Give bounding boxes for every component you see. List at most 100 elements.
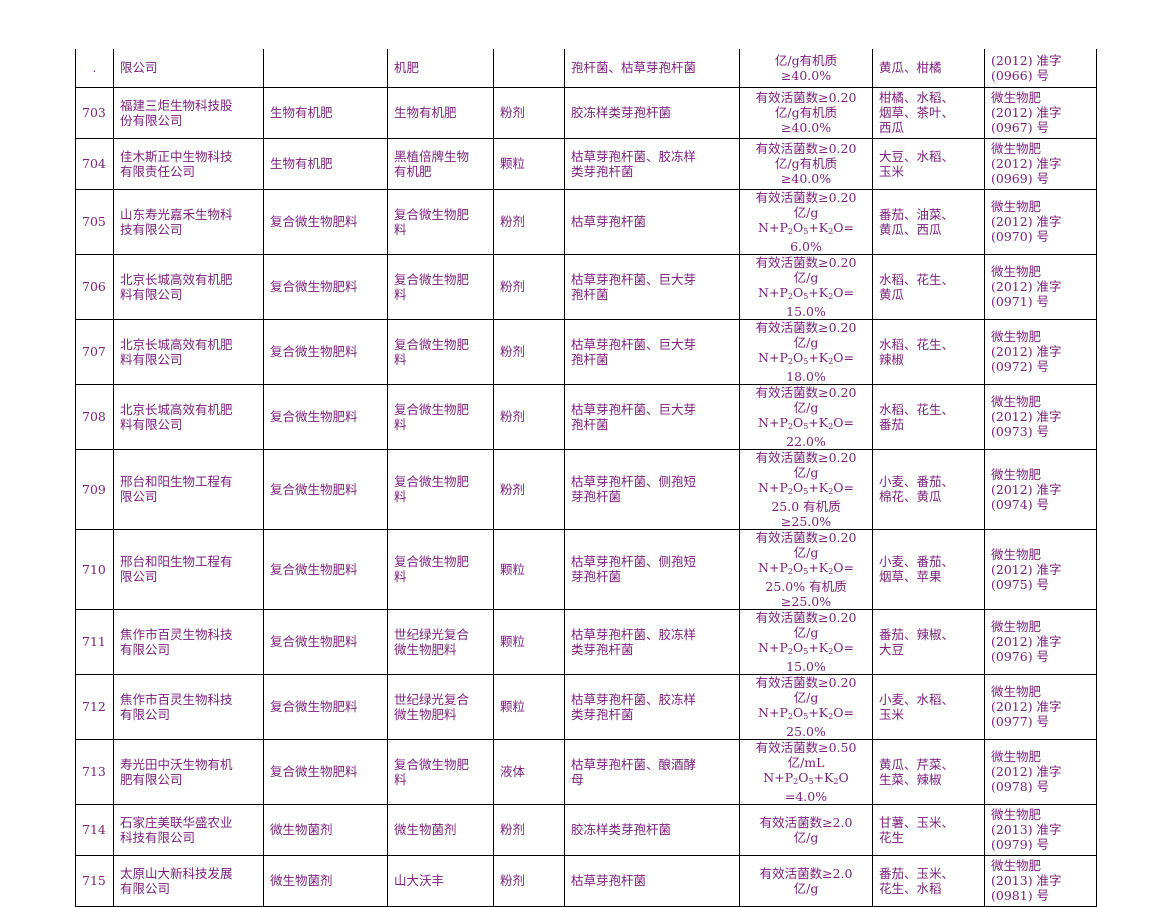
product-form-cell	[493, 49, 565, 88]
strain-name-cell: 枯草芽孢杆菌、侧孢短 芽孢杆菌	[564, 448, 740, 530]
company-name: 焦作市百灵生物科技 有限公司	[120, 626, 233, 657]
product-category: 生物有机肥	[270, 156, 333, 171]
registration-number: 微生物肥 (2012) 准字 (0974) 号	[991, 466, 1062, 512]
product-form-cell: 粉剂	[493, 383, 565, 450]
product-name: 复合微生物肥 料	[394, 474, 470, 504]
product-name-cell: 复合微生物肥 料	[387, 528, 494, 610]
technical-standard-cell: 有效活菌数≥0.20 亿/g N+P2O5+K2O= 25.0%	[739, 673, 873, 740]
product-category: 复合微生物肥料	[270, 699, 358, 714]
table-row: 712 焦作市百灵生物科技 有限公司 复合微生物肥料 世纪绿光复合 微生物肥料 颗粒 枯草…	[75, 673, 1097, 740]
registration-number: 微生物肥 (2013) 准字 (0979) 号	[991, 807, 1062, 852]
company-name: 山东寿光嘉禾生物科 技有限公司	[120, 206, 233, 237]
applicable-crops: 小麦、番茄、 烟草、苹果	[879, 554, 955, 584]
technical-standard-cell: 有效活菌数≥0.50 亿/mL N+P2O5+K2O =4.0%	[739, 738, 873, 805]
strain-name: 枯草芽孢杆菌、胶冻样 类芽孢杆菌	[571, 148, 697, 179]
applicable-crops: 番茄、辣椒、 大豆	[879, 626, 955, 657]
product-form-cell: 液体	[493, 738, 565, 805]
company-name: 寿光田中沃生物有机 肥有限公司	[120, 756, 233, 787]
technical-standard-cell: 有效活菌数≥0.20 亿/g有机质 ≥40.0%	[739, 86, 873, 139]
technical-standard: 有效活菌数≥0.50 亿/mL N+P2O5+K2O =4.0%	[755, 739, 857, 804]
product-name-cell: 复合微生物肥 料	[387, 188, 494, 255]
registration-number: 微生物肥 (2012) 准字 (0971) 号	[991, 264, 1062, 309]
strain-name: 枯草芽孢杆菌、巨大芽 孢杆菌	[571, 336, 697, 367]
strain-name-cell: 枯草芽孢杆菌、胶冻样 类芽孢杆菌	[564, 608, 740, 675]
row-number: 709	[82, 481, 106, 497]
technical-standard: 有效活菌数≥0.20 亿/g N+P2O5+K2O= 15.0%	[755, 254, 857, 319]
row-number: 712	[82, 699, 106, 714]
row-number: 713	[82, 764, 106, 779]
registration-number-cell: 微生物肥 (2012) 准字 (0971) 号	[984, 253, 1097, 320]
product-name: 黑植倍牌生物 有机肥	[394, 148, 470, 179]
company-name: 邢台和阳生物工程有 限公司	[120, 554, 233, 584]
row-number: 706	[82, 279, 106, 294]
applicable-crops-cell: 番茄、玉米、 花生、水稻	[872, 854, 985, 907]
product-form-cell: 颗粒	[493, 608, 565, 675]
registration-number: 微生物肥 (2012) 准字 (0977) 号	[991, 684, 1062, 729]
company-name: 太原山大新科技发展 有限公司	[120, 865, 233, 896]
strain-name-cell: 枯草芽孢杆菌	[564, 854, 740, 907]
technical-standard: 有效活菌数≥0.20 亿/g有机质 ≥40.0%	[755, 90, 857, 135]
company-name-cell: 邢台和阳生物工程有 限公司	[113, 528, 264, 610]
product-form: 粉剂	[500, 409, 526, 424]
company-name: 限公司	[120, 60, 158, 76]
applicable-crops-cell: 水稻、花生、 黄瓜	[872, 253, 985, 320]
strain-name: 枯草芽孢杆菌、巨大芽 孢杆菌	[571, 401, 697, 432]
applicable-crops-cell: 大豆、水稻、 玉米	[872, 137, 985, 190]
company-name-cell: 焦作市百灵生物科技 有限公司	[113, 608, 264, 675]
product-name: 复合微生物肥 料	[394, 756, 470, 787]
technical-standard-cell: 有效活菌数≥0.20 亿/g有机质 ≥40.0%	[739, 137, 873, 190]
company-name-cell: 邢台和阳生物工程有 限公司	[113, 448, 264, 530]
row-number: 711	[82, 634, 106, 649]
product-category-cell: 复合微生物肥料	[263, 608, 388, 675]
registration-number: 微生物肥 (2012) 准字 (0973) 号	[991, 394, 1062, 439]
table-row: 704 佳木斯正中生物科技 有限责任公司 生物有机肥 黑植倍牌生物 有机肥 颗粒 枯草芽孢…	[75, 137, 1097, 190]
registration-number-cell: 微生物肥 (2013) 准字 (0979) 号	[984, 803, 1097, 856]
technical-standard-cell: 有效活菌数≥2.0 亿/g	[739, 803, 873, 856]
company-name: 焦作市百灵生物科技 有限公司	[120, 691, 233, 722]
registration-number: 微生物肥 (2012) 准字 (0969) 号	[991, 141, 1062, 186]
row-number-cell: 714	[75, 803, 114, 856]
product-form-cell: 粉剂	[493, 188, 565, 255]
registration-number-cell: 微生物肥 (2012) 准字 (0972) 号	[984, 318, 1097, 385]
product-category-cell: 复合微生物肥料	[263, 253, 388, 320]
applicable-crops: 小麦、水稻、 玉米	[879, 691, 955, 722]
product-form: 粉剂	[500, 344, 526, 359]
product-name: 复合微生物肥 料	[394, 206, 470, 237]
registration-number: 微生物肥 (2012) 准字 (0967) 号	[991, 90, 1062, 135]
technical-standard: 有效活菌数≥0.20 亿/g N+P2O5+K2O= 25.0%	[755, 674, 857, 739]
company-name-cell: 石家庄美联华盛农业 科技有限公司	[113, 803, 264, 856]
product-category: 微生物菌剂	[270, 822, 333, 837]
applicable-crops-cell: 番茄、辣椒、 大豆	[872, 608, 985, 675]
company-name: 福建三炬生物科技股 份有限公司	[120, 97, 233, 128]
registration-number-cell: 微生物肥 (2012) 准字 (0974) 号	[984, 448, 1097, 530]
product-form: 颗粒	[500, 561, 526, 577]
product-form: 液体	[500, 764, 526, 779]
technical-standard-cell: 有效活菌数≥0.20 亿/g N+P2O5+K2O= 15.0%	[739, 253, 873, 320]
product-category: 复合微生物肥料	[270, 344, 358, 359]
product-form: 颗粒	[500, 156, 526, 171]
product-form: 粉剂	[500, 279, 526, 294]
technical-standard-cell: 有效活菌数≥0.20 亿/g N+P2O5+K2O= 15.0%	[739, 608, 873, 675]
product-form-cell: 颗粒	[493, 673, 565, 740]
product-form: 粉剂	[500, 481, 526, 497]
product-category-cell: 生物有机肥	[263, 137, 388, 190]
product-category-cell: 复合微生物肥料	[263, 318, 388, 385]
applicable-crops: 柑橘、水稻、 烟草、茶叶、 西瓜	[879, 90, 955, 135]
product-name: 世纪绿光复合 微生物肥料	[394, 626, 470, 657]
product-category: 复合微生物肥料	[270, 279, 358, 294]
row-number-cell: .	[75, 49, 114, 88]
technical-standard: 有效活菌数≥0.20 亿/g N+P2O5+K2O= 25.0% 有机质 ≥25…	[755, 529, 857, 609]
row-number: 715	[82, 873, 106, 888]
product-form-cell: 粉剂	[493, 318, 565, 385]
product-category: 微生物菌剂	[270, 873, 333, 888]
product-name: 复合微生物肥 料	[394, 401, 470, 432]
strain-name-cell: 枯草芽孢杆菌、侧孢短 芽孢杆菌	[564, 528, 740, 610]
product-form-cell: 粉剂	[493, 854, 565, 907]
product-name-cell: 世纪绿光复合 微生物肥料	[387, 673, 494, 740]
table-row: 707 北京长城高效有机肥 料有限公司 复合微生物肥料 复合微生物肥 料 粉剂 枯草芽孢杆…	[75, 318, 1097, 385]
registration-number: 微生物肥 (2012) 准字 (0972) 号	[991, 329, 1062, 374]
company-name: 佳木斯正中生物科技 有限责任公司	[120, 148, 233, 179]
product-category: 复合微生物肥料	[270, 634, 358, 649]
applicable-crops: 番茄、油菜、 黄瓜、西瓜	[879, 206, 955, 237]
strain-name: 枯草芽孢杆菌、胶冻样 类芽孢杆菌	[571, 691, 697, 722]
